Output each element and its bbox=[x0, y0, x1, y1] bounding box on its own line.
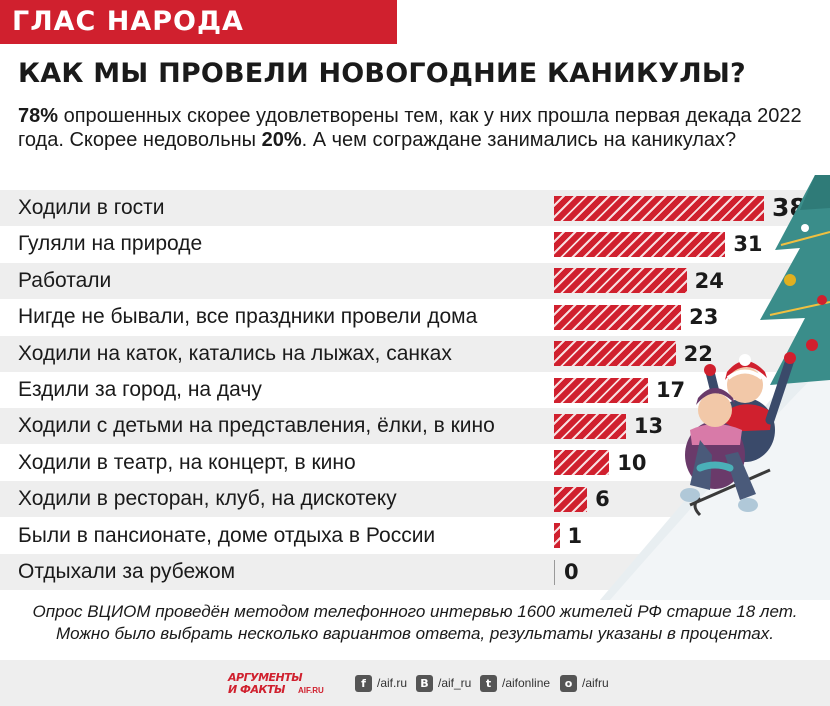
social-vk[interactable]: В /aif_ru bbox=[416, 673, 471, 693]
intro-text: 78% опрошенных скорее удовлетворены тем,… bbox=[18, 104, 818, 152]
bar-label: Ходили с детьми на представления, ёлки, … bbox=[18, 414, 495, 438]
bar bbox=[554, 450, 610, 476]
bar-label: Ходили на каток, катались на лыжах, санк… bbox=[18, 341, 452, 365]
bar bbox=[554, 377, 648, 403]
bar-label: Были в пансионате, доме отдыха в России bbox=[18, 523, 436, 547]
bar-value-label: 6 bbox=[595, 487, 610, 512]
survey-note-line-2: Можно было выбрать несколько вариантов о… bbox=[55, 624, 774, 643]
social-odnoklassniki[interactable]: о /aifru bbox=[560, 673, 609, 693]
odnoklassniki-handle: /aifru bbox=[582, 676, 609, 690]
bar bbox=[554, 559, 555, 585]
bar-value-label: 10 bbox=[617, 450, 647, 475]
logo-line-1: АРГУМЕНТЫ bbox=[228, 671, 303, 684]
bar bbox=[554, 231, 726, 257]
bar-label: Ездили за город, на дачу bbox=[18, 378, 262, 401]
bar-label: Ходили в театр, на концерт, в кино bbox=[18, 450, 356, 474]
unsatisfied-percent: 20% bbox=[261, 129, 302, 151]
bar-value-label: 1 bbox=[567, 523, 583, 548]
survey-note: Опрос ВЦИОМ проведён методом телефонного… bbox=[0, 601, 830, 645]
bar-value-label: 17 bbox=[655, 378, 686, 402]
footer-strip bbox=[0, 660, 830, 706]
bar-value-label: 38 bbox=[772, 193, 807, 222]
logo-line-2: И ФАКТЫ bbox=[228, 683, 285, 696]
bar-value-label: 23 bbox=[689, 305, 719, 330]
facebook-handle: /aif.ru bbox=[377, 676, 408, 690]
twitter-icon: t bbox=[480, 674, 497, 692]
bar-label: Отдыхали за рубежом bbox=[18, 560, 236, 583]
twitter-handle: /aifonline bbox=[502, 676, 551, 690]
bar bbox=[554, 413, 626, 439]
bar bbox=[554, 304, 682, 330]
social-facebook[interactable]: f /aif.ru bbox=[355, 673, 407, 693]
bar bbox=[554, 341, 676, 367]
bar-label: Работали bbox=[18, 268, 112, 292]
facebook-icon: f bbox=[355, 674, 372, 692]
bar-value-label: 0 bbox=[564, 560, 579, 584]
intro-part-1: опрошенных скорее удовлетворены тем, как… bbox=[18, 105, 802, 151]
satisfied-percent: 78% bbox=[18, 105, 59, 127]
bar-label: Нигде не бывали, все праздники провели д… bbox=[18, 305, 478, 329]
bar bbox=[554, 523, 560, 549]
bar-label: Ходили в гости bbox=[18, 196, 165, 219]
table-row bbox=[0, 262, 830, 299]
bar-value-label: 13 bbox=[633, 414, 664, 439]
survey-note-line-1: Опрос ВЦИОМ проведён методом телефонного… bbox=[32, 602, 798, 621]
bar bbox=[554, 268, 687, 294]
intro-part-2: . А чем сограждане занимались на каникул… bbox=[301, 129, 737, 151]
bar-label: Гуляли на природе bbox=[18, 232, 203, 256]
header-tag: ГЛАС НАРОДА bbox=[0, 0, 397, 44]
social-twitter[interactable]: t /aifonline bbox=[480, 673, 550, 693]
bar-value-label: 31 bbox=[733, 232, 763, 257]
bar-value-label: 22 bbox=[683, 341, 713, 366]
odnoklassniki-icon: о bbox=[560, 674, 577, 692]
bar-label: Ходили в ресторан, клуб, на дискотеку bbox=[18, 487, 397, 511]
vk-handle: /aif_ru bbox=[438, 676, 472, 690]
vk-icon: В bbox=[416, 674, 433, 692]
bar-value-label: 24 bbox=[694, 268, 724, 293]
logo-site: AIF.RU bbox=[298, 686, 324, 695]
page-title: КАК МЫ ПРОВЕЛИ НОВОГОДНИЕ КАНИКУЛЫ? bbox=[18, 58, 746, 89]
bar bbox=[554, 195, 764, 221]
aif-logo[interactable]: АРГУМЕНТЫ И ФАКТЫ AIF.RU bbox=[228, 670, 340, 700]
bar bbox=[554, 486, 588, 512]
